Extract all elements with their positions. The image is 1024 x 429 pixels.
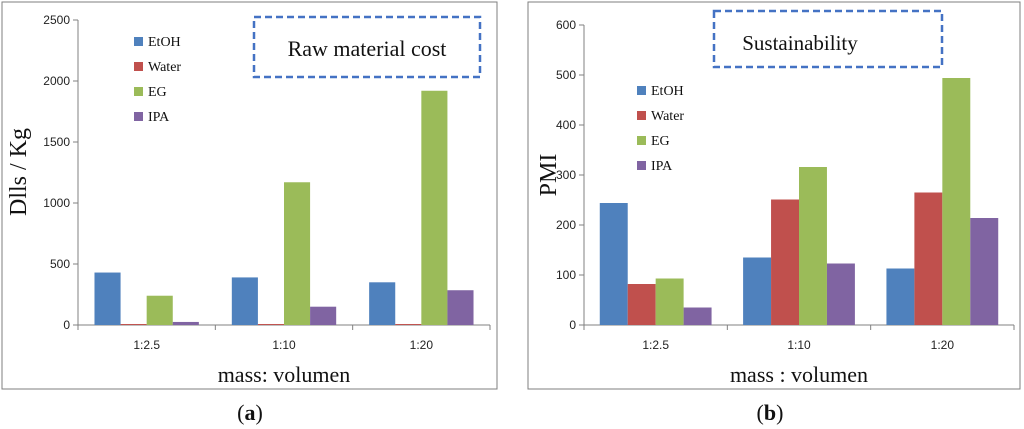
bar-ipa-1-10: [826, 263, 855, 325]
legend-swatch-water: [637, 111, 646, 120]
y-tick-label: 600: [556, 18, 576, 32]
bar-eg-1-20: [942, 78, 971, 325]
legend-label-ipa: IPA: [651, 159, 673, 174]
y-tick-label: 300: [556, 168, 576, 182]
y-axis-label: PMI: [536, 154, 562, 197]
legend-label-etoh: EtOH: [651, 84, 684, 99]
x-axis-label: mass: volumen: [218, 362, 351, 387]
panel-label-a: (a): [237, 400, 263, 425]
y-tick-label: 100: [556, 268, 576, 282]
legend-label-ipa: IPA: [148, 110, 170, 125]
annotation-text: Sustainability: [742, 31, 858, 55]
legend-swatch-water: [134, 62, 143, 71]
annotation-text: Raw material cost: [288, 36, 447, 61]
legend-swatch-ipa: [134, 112, 143, 121]
y-axis-label: Dlls / Kg: [6, 128, 32, 216]
y-tick-label: 500: [556, 68, 576, 82]
bar-etoh-1-20: [886, 268, 915, 325]
legend: EtOH Water EG IPA: [637, 84, 684, 174]
bar-eg-1-20: [421, 90, 448, 325]
legend-label-etoh: EtOH: [148, 35, 181, 50]
x-tick-label: 1:2.5: [642, 338, 669, 352]
y-tick-label: 1000: [43, 196, 70, 210]
x-axis-label: mass : volumen: [730, 362, 868, 387]
bar-etoh-1-2-5: [94, 272, 121, 325]
bar-etoh-1-10: [231, 277, 258, 325]
bar-ipa-1-2-5: [683, 307, 712, 325]
bar-eg-1-2-5: [146, 295, 173, 325]
y-tick-label: 2000: [43, 74, 70, 88]
annotation-box: [252, 15, 482, 79]
bar-ipa-1-20: [447, 290, 474, 325]
legend-swatch-eg: [134, 87, 143, 96]
bar-eg-1-2-5: [655, 278, 684, 325]
y-tick-label: 400: [556, 118, 576, 132]
x-tick-label: 1:20: [410, 338, 434, 352]
legend-swatch-ipa: [637, 161, 646, 170]
bar-water-1-10: [771, 199, 799, 325]
bar-eg-1-10: [799, 167, 827, 325]
y-tick-label: 0: [63, 318, 70, 332]
bar-water-1-10: [257, 324, 284, 325]
x-tick-label: 1:20: [931, 338, 955, 352]
chart-panel-a: 0 500 1000 1500 2000 2500 1:2.5 1:10 1:20 mass: v…: [1, 1, 498, 390]
bar-etoh-1-20: [369, 282, 396, 325]
legend-swatch-eg: [637, 136, 646, 145]
legend-swatch-etoh: [134, 37, 143, 46]
annotation-box: [712, 9, 944, 69]
bar-ipa-1-20: [970, 218, 999, 325]
legend-label-eg: EG: [651, 134, 670, 149]
bar-water-1-2-5: [120, 324, 147, 325]
bar-ipa-1-2-5: [172, 321, 199, 325]
bar-water-1-20: [395, 324, 422, 325]
chart-panel-b: 0 100 200 300 400 500 600 1:2.5 1:10 1:20 mass : v…: [527, 1, 1021, 390]
y-tick-label: 2500: [43, 13, 70, 27]
legend-label-eg: EG: [148, 85, 167, 100]
bar-water-1-2-5: [627, 284, 656, 325]
legend-swatch-etoh: [637, 86, 646, 95]
bar-eg-1-10: [284, 182, 311, 325]
y-tick-label: 0: [569, 318, 576, 332]
x-tick-label: 1:10: [787, 338, 811, 352]
legend-label-water: Water: [148, 60, 181, 75]
bar-ipa-1-10: [310, 306, 337, 325]
y-tick-label: 200: [556, 218, 576, 232]
legend: EtOH Water EG IPA: [134, 35, 181, 125]
y-tick-label: 1500: [43, 135, 70, 149]
bar-water-1-20: [914, 192, 943, 325]
bar-etoh-1-10: [743, 257, 772, 325]
bar-etoh-1-2-5: [599, 203, 628, 325]
y-tick-label: 500: [50, 257, 70, 271]
panel-label-b: (b): [757, 400, 784, 425]
x-tick-label: 1:10: [272, 338, 296, 352]
x-tick-label: 1:2.5: [133, 338, 160, 352]
legend-label-water: Water: [651, 109, 684, 124]
